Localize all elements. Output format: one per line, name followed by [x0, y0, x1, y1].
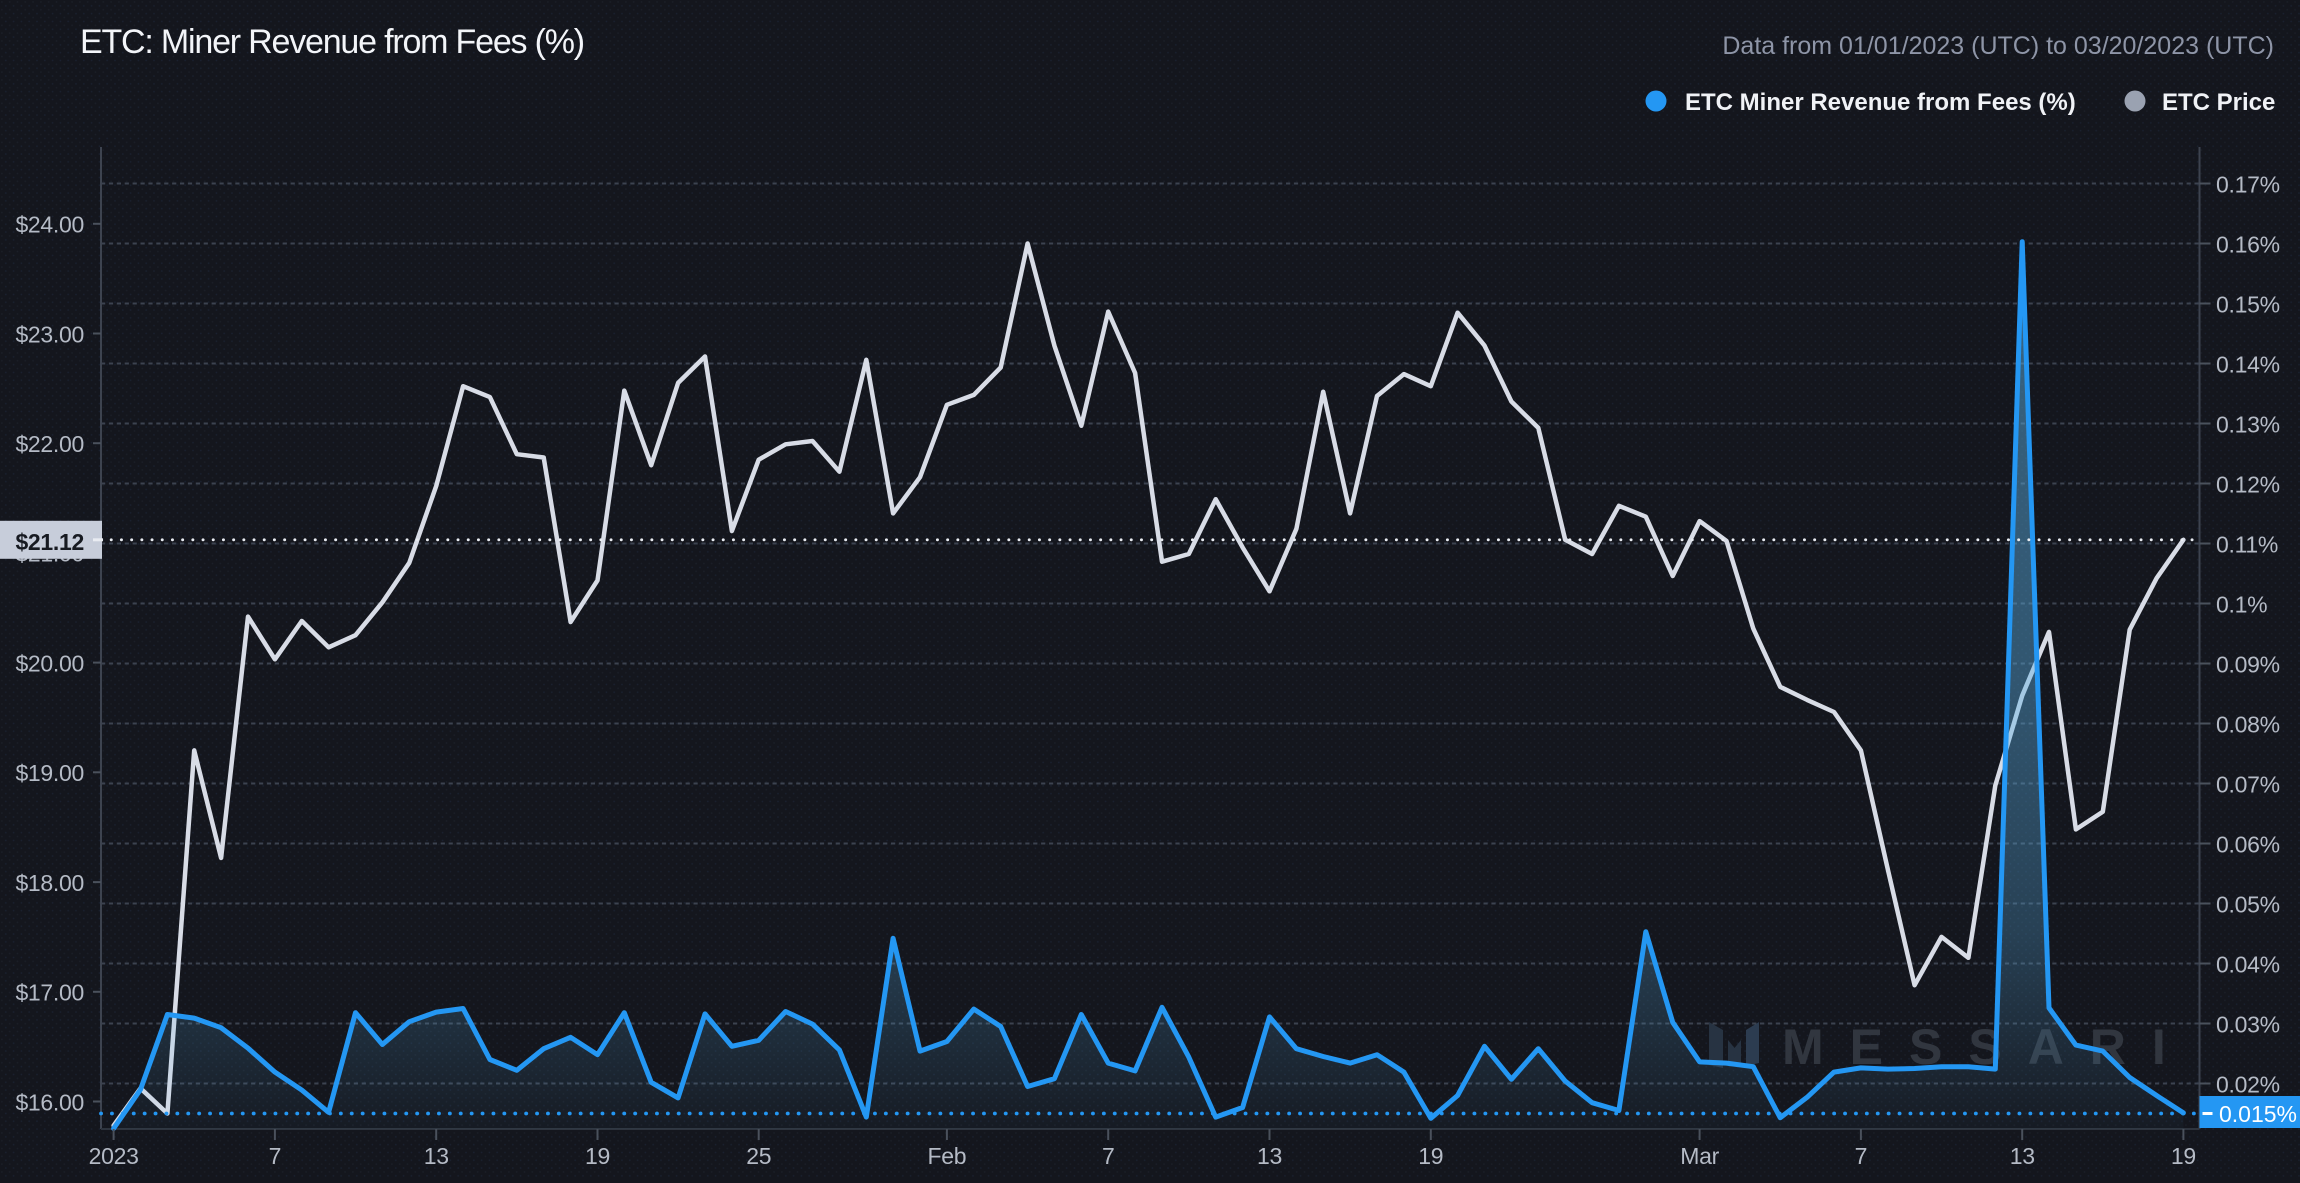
svg-text:19: 19 [1418, 1143, 1443, 1169]
svg-text:25: 25 [746, 1143, 771, 1169]
svg-text:2023: 2023 [89, 1143, 139, 1169]
svg-text:19: 19 [585, 1143, 610, 1169]
svg-text:7: 7 [1102, 1143, 1115, 1169]
svg-text:0.17%: 0.17% [2216, 171, 2280, 197]
svg-text:0.07%: 0.07% [2216, 771, 2280, 797]
svg-text:0.05%: 0.05% [2216, 891, 2280, 917]
svg-text:ETC: Miner Revenue from Fees (: ETC: Miner Revenue from Fees (%) [80, 23, 584, 61]
svg-text:0.03%: 0.03% [2216, 1011, 2280, 1037]
svg-text:0.14%: 0.14% [2216, 351, 2280, 377]
svg-text:0.12%: 0.12% [2216, 471, 2280, 497]
svg-text:0.015%: 0.015% [2219, 1101, 2297, 1127]
svg-text:0.08%: 0.08% [2216, 711, 2280, 737]
svg-text:Mar: Mar [1680, 1143, 1719, 1169]
svg-text:$17.00: $17.00 [15, 980, 84, 1006]
svg-text:0.02%: 0.02% [2216, 1071, 2280, 1097]
svg-text:$16.00: $16.00 [15, 1089, 84, 1115]
svg-text:0.04%: 0.04% [2216, 951, 2280, 977]
svg-text:13: 13 [1257, 1143, 1282, 1169]
svg-text:19: 19 [2171, 1143, 2196, 1169]
svg-text:Data from 01/01/2023 (UTC) to: Data from 01/01/2023 (UTC) to 03/20/2023… [1722, 32, 2274, 60]
svg-text:0.06%: 0.06% [2216, 831, 2280, 857]
svg-text:0.16%: 0.16% [2216, 231, 2280, 257]
svg-text:0.11%: 0.11% [2216, 531, 2278, 557]
svg-text:0.1%: 0.1% [2216, 591, 2267, 617]
svg-text:$20.00: $20.00 [15, 650, 84, 676]
svg-text:13: 13 [2010, 1143, 2035, 1169]
svg-text:0.13%: 0.13% [2216, 411, 2280, 437]
svg-text:Feb: Feb [928, 1143, 967, 1169]
svg-text:ETC Price: ETC Price [2162, 89, 2275, 116]
svg-text:13: 13 [424, 1143, 449, 1169]
svg-text:7: 7 [1855, 1143, 1868, 1169]
svg-text:7: 7 [269, 1143, 282, 1169]
svg-text:$18.00: $18.00 [15, 870, 84, 896]
svg-text:$21.12: $21.12 [15, 529, 84, 555]
svg-text:ETC Miner Revenue from Fees (%: ETC Miner Revenue from Fees (%) [1685, 89, 2076, 116]
svg-text:$19.00: $19.00 [15, 760, 84, 786]
svg-text:0.15%: 0.15% [2216, 291, 2280, 317]
svg-text:$22.00: $22.00 [15, 431, 84, 457]
svg-text:$23.00: $23.00 [15, 321, 84, 347]
svg-text:0.09%: 0.09% [2216, 651, 2280, 677]
svg-text:$24.00: $24.00 [15, 212, 84, 238]
